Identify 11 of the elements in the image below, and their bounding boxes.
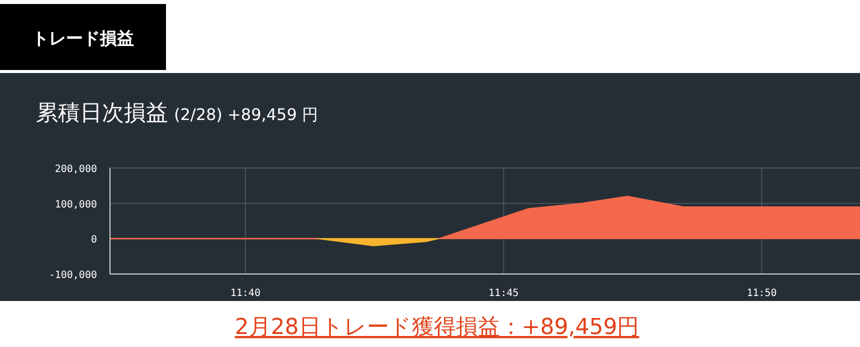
y-tick-label: 0 — [90, 234, 97, 246]
y-tick-label: 100,000 — [54, 199, 97, 210]
text: トレード損益 — [32, 29, 134, 49]
chart-subtitle: (2/28) +89,459 円 — [174, 105, 318, 124]
x-tick-label: 11:45 — [488, 288, 519, 299]
x-tick-label: 11:50 — [746, 288, 777, 299]
chart-title: 累積日次損益 — [36, 101, 168, 126]
x-tick-label: 11:40 — [230, 288, 260, 299]
text: 2月28日トレード獲得損益：+89,459円 — [234, 315, 640, 340]
y-tick-label: -100,000 — [48, 270, 97, 281]
y-tick-label: 200,000 — [54, 164, 97, 175]
